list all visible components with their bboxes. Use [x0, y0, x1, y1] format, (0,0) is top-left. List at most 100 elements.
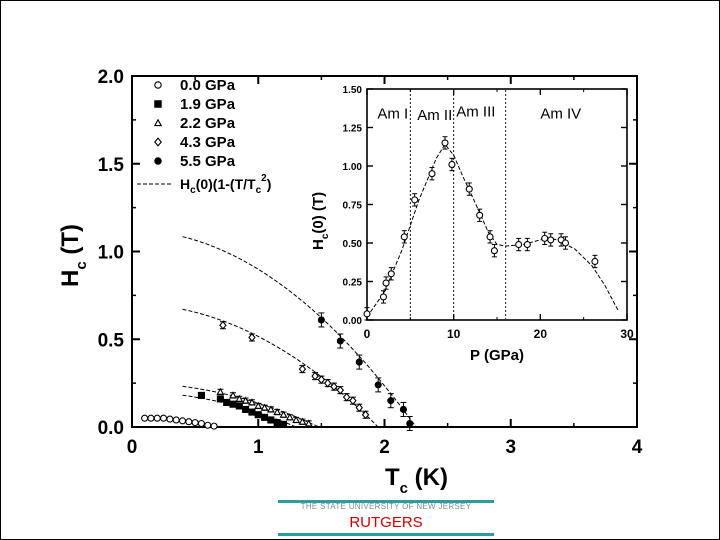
main-data-point [242, 405, 250, 414]
legend-marker [154, 137, 162, 147]
inset-y-tick-label: 1.50 [343, 85, 363, 96]
main-data-point [317, 375, 326, 385]
inset-data-point [428, 170, 436, 178]
legend-fit-sub2: c [256, 185, 262, 196]
main-data-point [260, 403, 269, 411]
inset-x-tick-label: 20 [534, 327, 548, 341]
main-y-axis-label: Hc (T) [57, 224, 90, 287]
main-data-point [349, 396, 357, 406]
main-data-point [387, 397, 395, 405]
inset-phase-label: Am I [377, 105, 408, 122]
legend-fit-label: Hc(0)(1-(T/Tc2) [180, 173, 271, 196]
main-x-axis-label: Tc (K) [385, 464, 448, 497]
legend-marker [154, 81, 162, 89]
footer-top-rule [278, 500, 494, 503]
main-data-point [311, 371, 319, 381]
main-x-axis-label-unit: (K) [408, 464, 448, 491]
main-data-point [210, 422, 218, 430]
main-data-point [323, 378, 332, 388]
main-data-point [254, 411, 262, 419]
inset-data-point [465, 185, 473, 193]
main-data-point [406, 419, 414, 428]
main-data-point [330, 382, 338, 392]
inset-y-tick-label: 0.75 [343, 201, 363, 212]
main-data-point [267, 416, 275, 424]
main-data-point [248, 398, 256, 406]
main-y-axis-label-unit: (T) [57, 224, 84, 261]
inset-y-axis-label-sub: c [320, 233, 331, 239]
inset-data-point [515, 240, 523, 249]
main-y-tick-label: 1.0 [98, 243, 124, 264]
main-data-point [197, 391, 205, 399]
main-data-point [172, 416, 180, 424]
main-x-tick-label: 4 [632, 437, 643, 458]
main-data-point [223, 398, 231, 406]
main-y-tick-label: 0.0 [98, 418, 124, 439]
inset-data-point [379, 293, 388, 301]
inset-y-tick-label: 1.00 [343, 162, 363, 173]
main-data-point [147, 414, 155, 422]
legend-label: 0.0 GPa [180, 77, 236, 94]
main-data-point [229, 400, 237, 408]
main-data-point [298, 364, 307, 374]
inset-plot: 0 10 20 30 0.00 0.25 0.50 0.75 1.00 1.25 1.50 P (GP… [310, 85, 634, 364]
main-data-point [235, 394, 244, 402]
inset-y-axis-label-unit: (0) (T) [310, 192, 327, 234]
inset-data-point [441, 139, 449, 147]
main-data-point [248, 408, 256, 416]
main-data-point [241, 396, 250, 404]
main-data-point [285, 413, 294, 421]
main-data-point [141, 414, 149, 422]
inset-data-point [591, 257, 599, 266]
inset-data-point [541, 234, 549, 242]
main-data-point [336, 385, 345, 395]
legend-fit-suffix: ) [267, 176, 272, 192]
main-data-point [317, 316, 325, 324]
main-data-point [355, 358, 363, 366]
legend-marker [153, 118, 163, 127]
inset-frame [366, 88, 628, 321]
main-x-axis-label-sub: c [400, 480, 408, 497]
legend-fit-sub: c [190, 185, 196, 196]
footer-brand-name: RUTGERS [349, 514, 423, 531]
main-data-point [292, 415, 301, 423]
inset-y-tick-label: 0.00 [343, 316, 363, 327]
inset-data-point [523, 240, 531, 249]
inset-data-point [363, 310, 371, 318]
main-data-point [166, 415, 174, 423]
main-data-point [254, 401, 263, 409]
legend-label: 4.3 GPa [180, 134, 236, 151]
inset-phase-label: Am III [456, 104, 495, 121]
main-data-point [399, 405, 407, 414]
inset-data-point [486, 233, 494, 241]
main-y-tick-label: 1.5 [98, 155, 125, 176]
main-data-point [266, 405, 275, 413]
inset-data-point [448, 160, 456, 169]
inset-data-point [400, 233, 408, 241]
inset-data-point [561, 239, 570, 247]
inset-x-axis-label: P (GPa) [470, 347, 524, 364]
main-x-tick-label: 1 [253, 437, 264, 458]
main-data-point [216, 387, 225, 395]
inset-data-point [547, 236, 555, 244]
inset-y-tick-label: 1.25 [343, 124, 363, 135]
main-data-point [204, 421, 212, 429]
main-x-tick-label: 3 [505, 437, 516, 458]
main-data-point [219, 320, 227, 330]
main-y-tick-label: 2.0 [98, 67, 124, 88]
main-data-point [235, 402, 243, 410]
main-y-tick-label: 0.5 [98, 330, 125, 351]
main-data-point [229, 391, 237, 399]
legend-fit-mid: (0)(1-(T/T [196, 176, 256, 192]
main-data-point [197, 419, 205, 428]
main-data-point [374, 381, 382, 389]
inset-x-tick-label: 30 [620, 327, 634, 341]
legend-marker [154, 100, 162, 108]
main-x-tick-label: 0 [127, 437, 138, 458]
main-data-point [178, 417, 187, 425]
legend-label: 1.9 GPa [180, 96, 236, 113]
main-data-point [153, 414, 161, 422]
legend-marker [154, 157, 162, 165]
main-data-point [160, 414, 168, 422]
